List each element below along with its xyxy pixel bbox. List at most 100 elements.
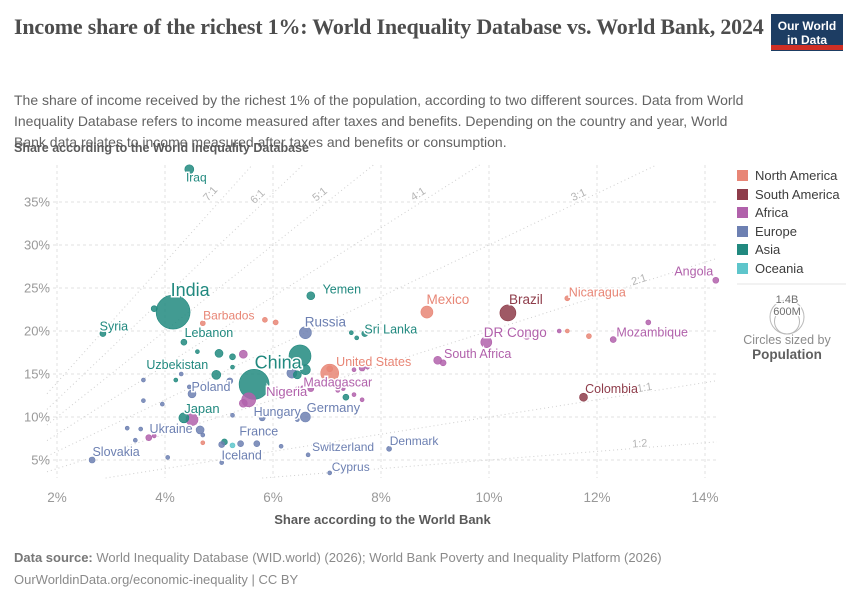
legend-item-north-america[interactable]: North America: [737, 168, 840, 183]
legend-swatch: [737, 207, 748, 219]
point-unlabeled[interactable]: [335, 388, 341, 393]
point-unlabeled[interactable]: [288, 344, 312, 368]
point-unlabeled[interactable]: [133, 437, 138, 443]
point-unlabeled[interactable]: [251, 451, 257, 457]
point-madagascar[interactable]: [307, 385, 315, 392]
legend-item-africa[interactable]: Africa: [737, 205, 840, 220]
point-unlabeled[interactable]: [165, 455, 170, 460]
label-colombia: Colombia: [585, 382, 638, 396]
point-slovakia[interactable]: [88, 456, 96, 464]
point-unlabeled[interactable]: [239, 349, 248, 359]
point-unlabeled[interactable]: [230, 412, 235, 418]
point-unlabeled[interactable]: [173, 377, 179, 383]
point-denmark[interactable]: [386, 446, 392, 452]
label-cyprus: Cyprus: [332, 460, 370, 474]
label-mozambique: Mozambique: [616, 326, 688, 340]
legend-item-oceania[interactable]: Oceania: [737, 261, 840, 276]
legend-item-south-america[interactable]: South America: [737, 186, 840, 202]
point-unlabeled[interactable]: [187, 384, 192, 390]
point-unlabeled[interactable]: [178, 371, 184, 377]
point-germany[interactable]: [300, 411, 311, 423]
point-unlabeled[interactable]: [226, 377, 234, 385]
point-unlabeled[interactable]: [151, 433, 157, 439]
point-barbados[interactable]: [200, 320, 206, 327]
point-india[interactable]: [155, 294, 191, 330]
point-unlabeled[interactable]: [230, 364, 235, 370]
point-unlabeled[interactable]: [141, 398, 146, 403]
legend-item-asia[interactable]: Asia: [737, 242, 840, 257]
point-unlabeled[interactable]: [359, 397, 365, 403]
point-unlabeled[interactable]: [300, 385, 306, 391]
point-unlabeled[interactable]: [342, 393, 350, 401]
point-unlabeled[interactable]: [262, 317, 268, 323]
point-unlabeled[interactable]: [586, 333, 592, 339]
point-unlabeled[interactable]: [278, 443, 284, 449]
point-unlabeled[interactable]: [348, 330, 354, 336]
point-japan[interactable]: [178, 412, 190, 424]
point-switzerland[interactable]: [305, 452, 311, 458]
point-unlabeled[interactable]: [239, 398, 248, 408]
point-uzbekistan[interactable]: [211, 370, 222, 380]
point-hungary[interactable]: [258, 414, 266, 422]
point-unlabeled[interactable]: [326, 365, 334, 373]
point-iceland[interactable]: [219, 460, 224, 465]
point-unlabeled[interactable]: [564, 328, 570, 334]
point-unlabeled[interactable]: [200, 432, 206, 438]
point-mexico[interactable]: [420, 305, 434, 319]
point-nicaragua[interactable]: [564, 295, 571, 302]
point-unlabeled[interactable]: [237, 440, 244, 447]
point-unlabeled[interactable]: [229, 353, 236, 361]
point-unlabeled[interactable]: [358, 364, 366, 372]
x-tick-label: 6%: [263, 490, 283, 505]
point-yemen[interactable]: [306, 291, 316, 301]
point-unlabeled[interactable]: [300, 364, 311, 376]
ratio-line-5:1: [46, 164, 374, 426]
point-unlabeled[interactable]: [145, 434, 153, 441]
point-unlabeled[interactable]: [645, 319, 652, 326]
point-unlabeled[interactable]: [294, 386, 300, 391]
footer-link[interactable]: OurWorldinData.org/economic-inequality |…: [14, 572, 299, 587]
point-lebanon[interactable]: [180, 338, 188, 346]
size-legend-caption: Circles sized by: [743, 333, 831, 347]
point-brazil[interactable]: [499, 304, 517, 322]
point-cyprus[interactable]: [327, 470, 333, 476]
point-unlabeled[interactable]: [214, 349, 224, 358]
point-unlabeled[interactable]: [556, 328, 562, 334]
point-unlabeled[interactable]: [229, 442, 236, 449]
point-unlabeled[interactable]: [124, 425, 130, 431]
point-unlabeled[interactable]: [150, 305, 158, 312]
point-unlabeled[interactable]: [365, 364, 370, 370]
point-poland[interactable]: [187, 389, 197, 399]
point-dr-congo[interactable]: [480, 336, 493, 348]
point-unlabeled[interactable]: [354, 335, 360, 341]
point-unlabeled[interactable]: [195, 349, 200, 354]
point-unlabeled[interactable]: [160, 401, 165, 407]
x-tick-label: 14%: [691, 490, 718, 505]
point-angola[interactable]: [712, 276, 720, 284]
point-unlabeled[interactable]: [272, 319, 279, 326]
point-ukraine[interactable]: [195, 425, 205, 435]
point-unlabeled[interactable]: [141, 377, 146, 383]
point-unlabeled[interactable]: [218, 441, 225, 448]
point-mozambique[interactable]: [609, 336, 617, 343]
point-unlabeled[interactable]: [351, 392, 357, 397]
point-colombia[interactable]: [579, 392, 588, 402]
label-denmark: Denmark: [390, 434, 440, 448]
point-iraq[interactable]: [184, 164, 195, 175]
point-unlabeled[interactable]: [522, 330, 532, 340]
legend-item-europe[interactable]: Europe: [737, 224, 840, 239]
point-russia[interactable]: [299, 326, 312, 340]
point-unlabeled[interactable]: [351, 367, 357, 373]
point-united-states[interactable]: [320, 363, 340, 383]
point-unlabeled[interactable]: [439, 359, 447, 367]
point-unlabeled[interactable]: [138, 426, 143, 432]
point-unlabeled[interactable]: [294, 417, 300, 422]
point-syria[interactable]: [99, 330, 107, 337]
owid-logo[interactable]: Our World in Data: [771, 14, 843, 51]
legend-label: South America: [755, 186, 840, 202]
point-unlabeled[interactable]: [292, 370, 302, 380]
point-sri-lanka[interactable]: [361, 330, 369, 337]
point-unlabeled[interactable]: [340, 386, 346, 391]
point-unlabeled[interactable]: [200, 440, 206, 446]
point-france[interactable]: [253, 440, 261, 447]
